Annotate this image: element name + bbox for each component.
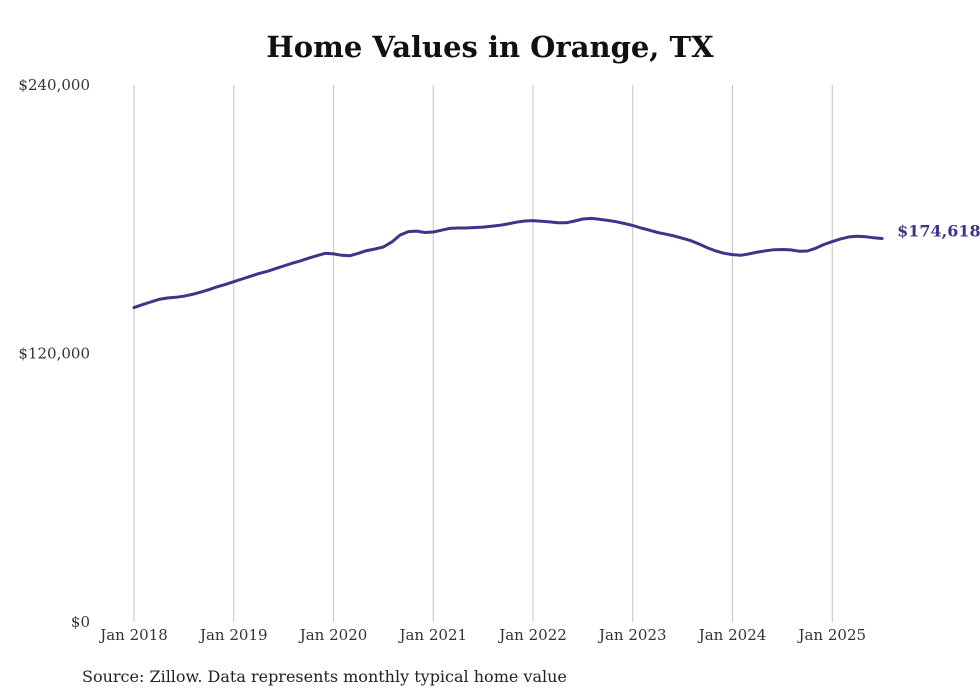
x-tick-label-2: Jan 2020 <box>298 626 368 644</box>
y-tick-label-0: $0 <box>71 613 90 631</box>
y-tick-label-2: $240,000 <box>18 76 90 94</box>
gridlines <box>133 85 833 622</box>
series-line-home-value <box>132 216 884 310</box>
x-tick-label-4: Jan 2022 <box>497 626 567 644</box>
x-tick-label-3: Jan 2021 <box>397 626 467 644</box>
x-tick-label-5: Jan 2023 <box>597 626 667 644</box>
x-tick-label-6: Jan 2024 <box>697 626 767 644</box>
y-axis-ticks: $0 $120,000 $240,000 <box>18 76 90 631</box>
chart-title: Home Values in Orange, TX <box>266 30 714 64</box>
y-tick-label-1: $120,000 <box>18 345 90 363</box>
source-note: Source: Zillow. Data represents monthly … <box>82 667 567 686</box>
end-value-label: $174,618 <box>897 221 980 240</box>
x-axis-ticks: Jan 2018 Jan 2019 Jan 2020 Jan 2021 Jan 2022… <box>98 626 866 644</box>
x-tick-label-1: Jan 2019 <box>198 626 268 644</box>
x-tick-label-0: Jan 2018 <box>98 626 168 644</box>
x-tick-label-7: Jan 2025 <box>796 626 866 644</box>
